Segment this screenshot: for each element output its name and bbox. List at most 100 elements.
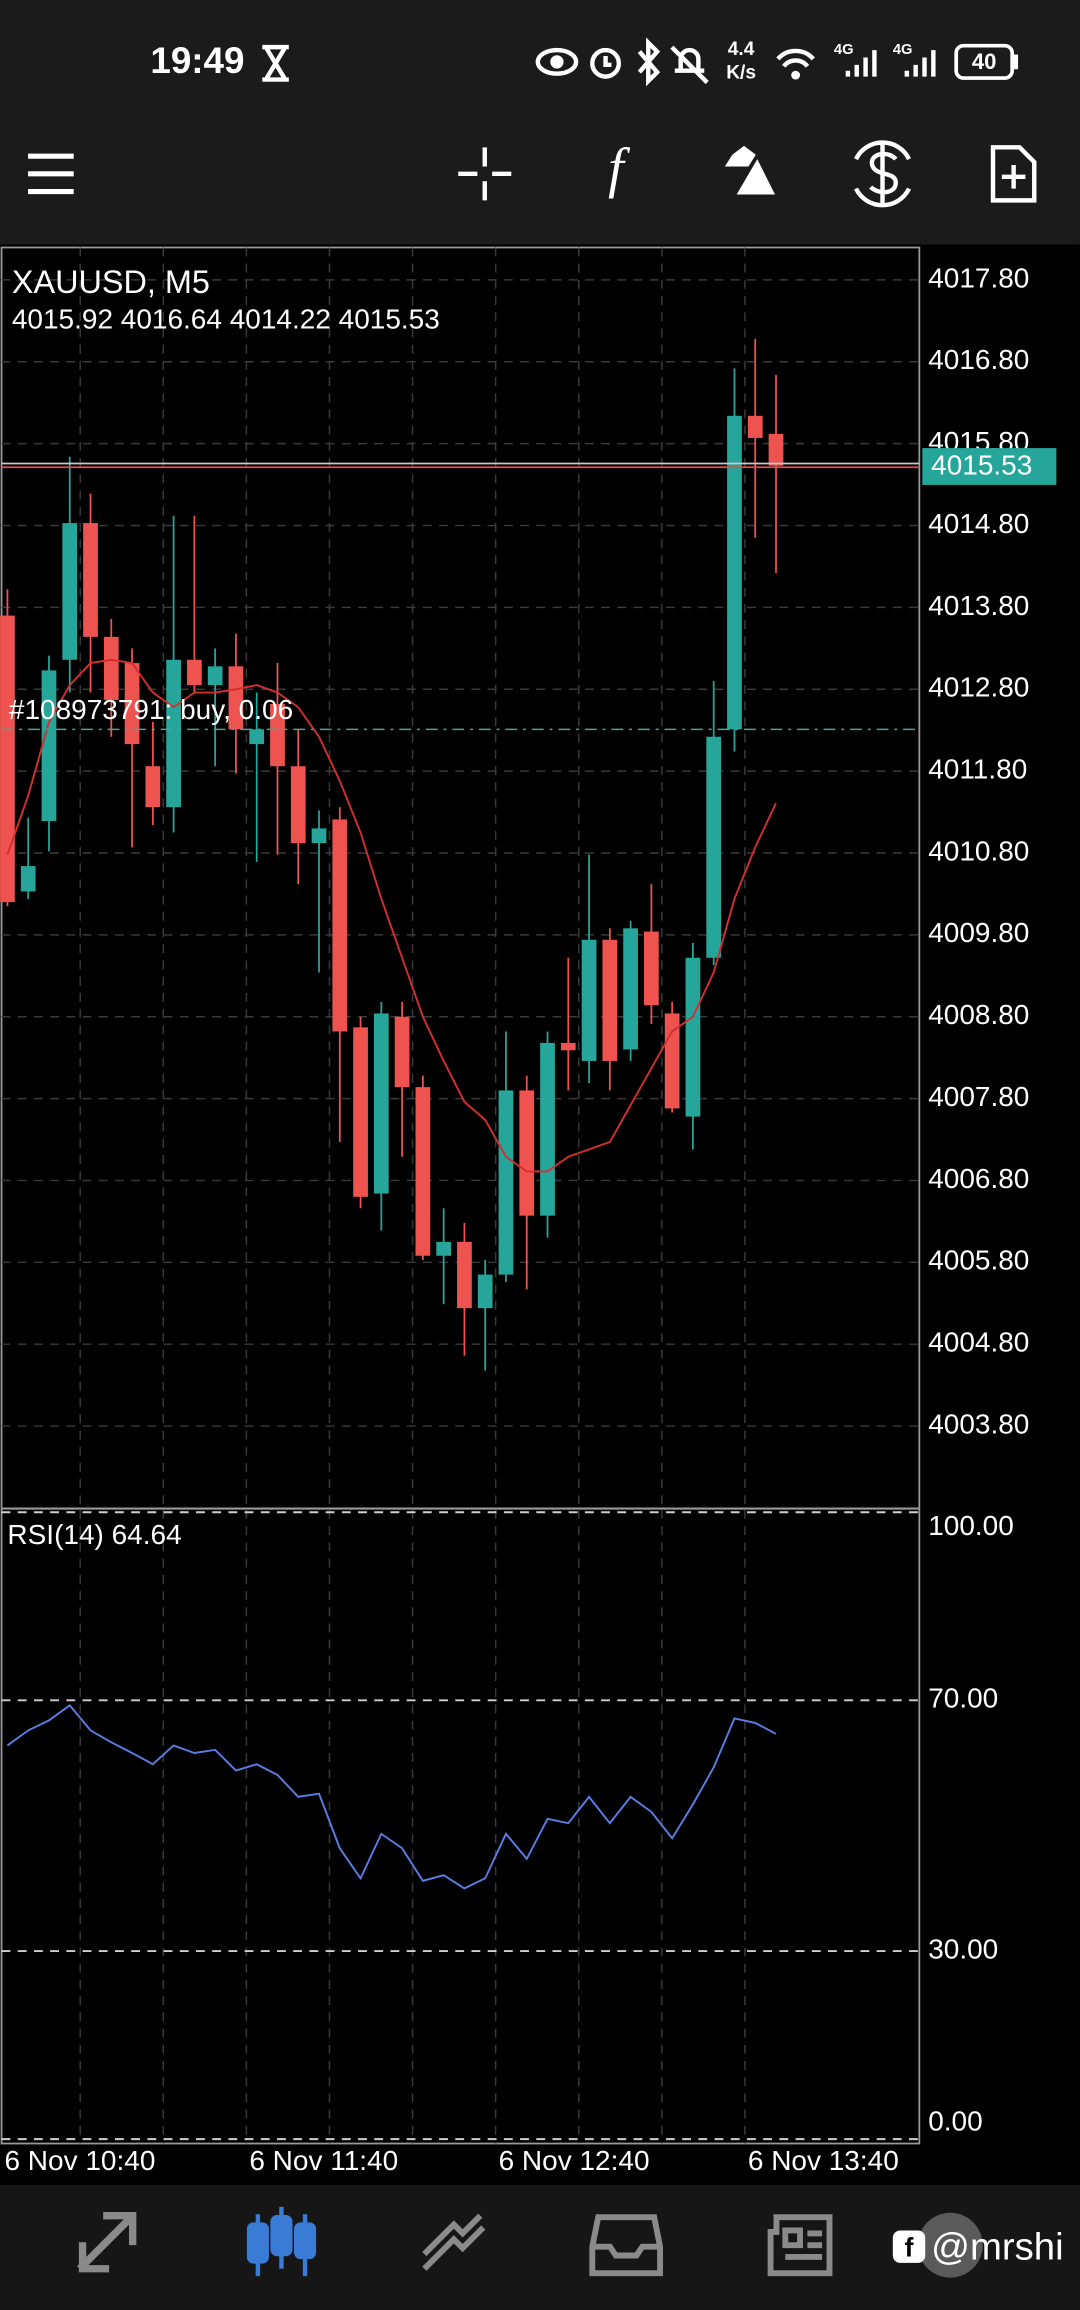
candle-body [394,1016,410,1088]
y-tick-label: 4012.80 [928,672,1029,703]
objects-button[interactable] [724,145,775,195]
price-tag-label: 4015.53 [931,450,1032,481]
nav-trade[interactable] [422,2213,486,2271]
indicator-line [6,1704,777,1890]
candle-body [747,415,763,438]
y-tick-label: 100.00 [928,1510,1014,1541]
candle-body [373,1013,389,1194]
trade-button[interactable] [854,140,912,208]
hourglass-icon [262,44,289,82]
candle-body [41,670,57,822]
battery-level: 40 [972,49,997,74]
candle-body [519,1090,535,1216]
candle-body [311,828,327,844]
candle-body [166,659,181,808]
candle-body [0,615,15,903]
y-tick-label: 4003.80 [928,1408,1029,1439]
candle-body [477,1274,493,1309]
y-tick-label: 4017.80 [928,262,1029,293]
candle-body [768,433,784,466]
y-tick-label: 4009.80 [928,917,1029,948]
net-speed-value: 4.4 [728,39,755,60]
signal-bars [845,50,877,77]
candle-body [623,928,638,1050]
signal-label: 4G [893,42,913,58]
indicator-line [6,658,777,1173]
candle-body [353,1027,368,1197]
y-tick-label: 4006.80 [928,1163,1029,1194]
y-tick-label: 30.00 [928,1933,998,1964]
nav-history[interactable] [589,2214,664,2277]
candle-body [145,766,161,808]
nav-news[interactable] [767,2214,833,2277]
y-tick-label: 4011.80 [928,754,1027,785]
candle-body [415,1087,431,1256]
candle-body [228,666,244,730]
chart-title: XAUUSD, M5 [12,264,210,300]
watermark-logo [892,2230,926,2263]
candle-body [207,666,223,686]
candle-body [457,1241,472,1309]
candle-body [685,957,701,1117]
wifi-icon [776,48,815,68]
ohlc-subtitle: 4015.92 4016.64 4014.22 4015.53 [12,304,440,335]
candle-body [103,636,119,700]
price-tag [922,448,1057,485]
candle-body [20,866,36,892]
candle-body [436,1241,452,1256]
watermark: @mrshi [931,2226,1064,2269]
x-tick-label: 6 Nov 12:40 [499,2145,650,2176]
signal-label: 4G [834,42,854,58]
candle-body [249,729,265,745]
crosshair-button[interactable] [458,147,512,201]
candle-body [706,736,722,958]
rsi-title: RSI(14) 64.64 [7,1519,181,1550]
battery-icon [954,43,1015,80]
y-tick-label: 4008.80 [928,999,1029,1030]
candle-body [62,523,78,660]
nav-quotes[interactable] [77,2212,137,2273]
candle-body [498,1090,514,1275]
menu-button[interactable] [28,153,74,195]
net-speed-unit: K/s [726,63,756,84]
new-order-button[interactable] [990,145,1037,203]
y-tick-label: 0.00 [928,2105,982,2136]
y-tick-label: 4005.80 [928,1245,1029,1276]
battery-tip [1013,54,1019,70]
y-tick-label: 70.00 [928,1683,998,1714]
x-tick-label: 6 Nov 10:40 [4,2145,155,2176]
chart-frame [0,246,921,2145]
plot-layer: 4017.804016.804015.804014.804013.804012.… [0,247,1057,2144]
candle-body [602,939,618,1061]
clock: 19:49 [150,40,244,81]
y-tick-label: 4016.80 [928,344,1029,375]
order-label: #108973791: buy, 0.06 [9,694,293,725]
candle-body [560,1042,576,1051]
candle-body [124,663,140,745]
y-tick-label: 4014.80 [928,508,1029,539]
nav-messages[interactable] [917,2212,983,2278]
signal-bars [904,50,936,77]
candle-body [727,415,742,730]
candle-body [290,766,306,844]
x-tick-label: 6 Nov 13:40 [748,2145,899,2176]
candle-body [270,703,285,767]
wifi-dot [791,70,801,80]
candle-body [581,939,597,1061]
candle-body [644,931,659,1006]
x-tick-label: 6 Nov 11:40 [249,2145,398,2176]
top-bar-bg [0,0,1080,245]
candle-body [187,659,202,686]
candle-body [83,523,98,637]
watermark-logo-letter: f [905,2233,914,2263]
y-tick-label: 4010.80 [928,835,1029,866]
status-icons [535,37,709,87]
candle-body [540,1042,555,1216]
candle-body [332,819,348,1032]
y-tick-label: 4007.80 [928,1081,1029,1112]
y-tick-label: 4004.80 [928,1327,1029,1358]
nav-chart[interactable] [246,2206,317,2277]
